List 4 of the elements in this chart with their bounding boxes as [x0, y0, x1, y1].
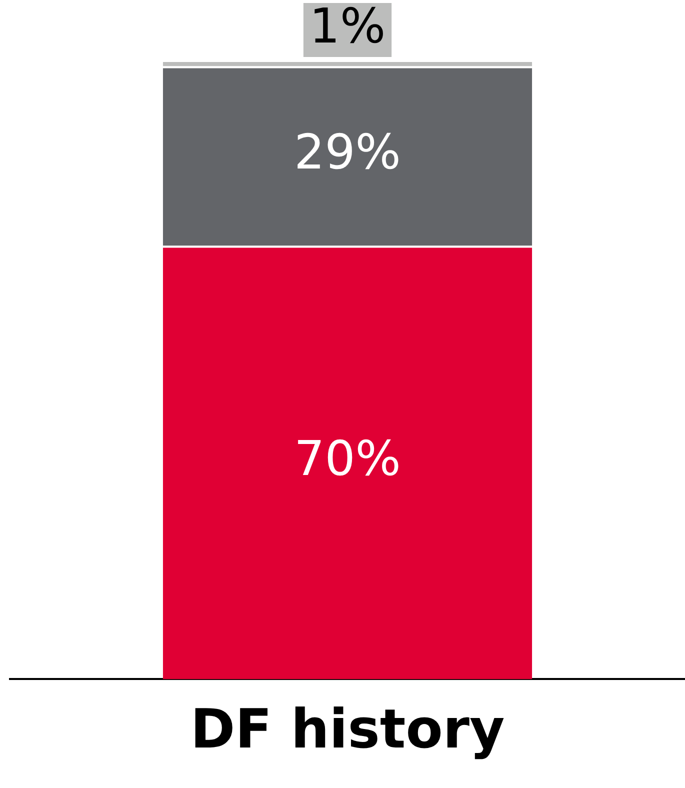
x-tick-label: DF history — [190, 698, 505, 761]
data-label: 1% — [309, 0, 386, 54]
data-label: 29% — [294, 124, 401, 180]
data-label: 70% — [294, 430, 401, 487]
